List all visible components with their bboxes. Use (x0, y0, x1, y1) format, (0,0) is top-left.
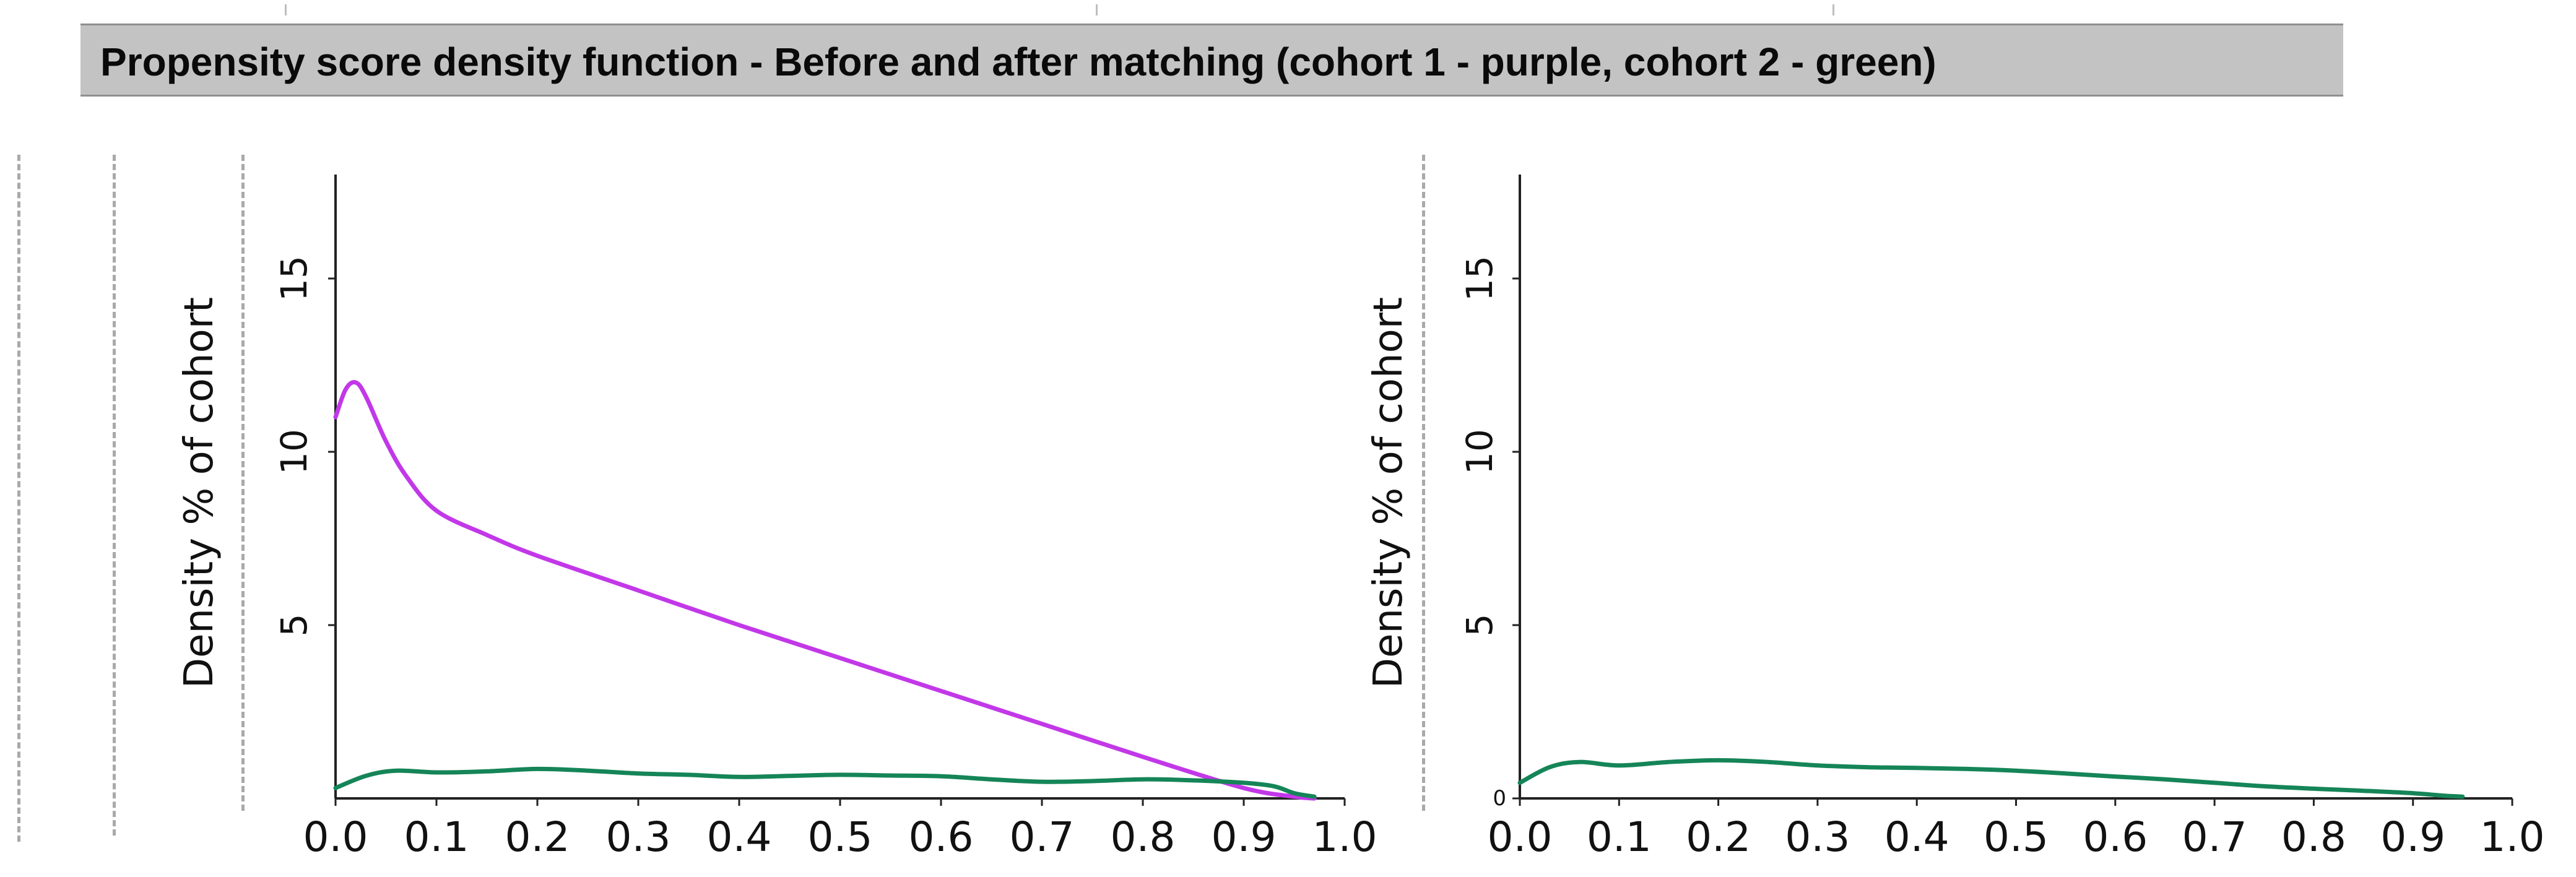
x-tick-label: 0.2 (1686, 813, 1751, 861)
series-line-cohort2 (1517, 758, 2465, 799)
x-tick-label: 0.9 (2380, 813, 2445, 861)
x-tick-label: 0.6 (909, 813, 974, 861)
x-tick-label: 0.0 (1488, 813, 1553, 861)
title-banner: Propensity score density function - Befo… (80, 4, 2343, 97)
column-divider (241, 155, 245, 811)
column-divider (1422, 155, 1425, 811)
series-line-cohort1 (333, 380, 1317, 801)
x-tick-label: 0.1 (1587, 813, 1652, 861)
x-tick-label: 0.4 (1884, 813, 1949, 861)
x-tick-label: 0.2 (505, 813, 570, 861)
series-line-cohort2 (333, 766, 1317, 799)
banner-tick (285, 4, 287, 15)
banner-tick (1832, 4, 1834, 15)
banner-tick (1096, 4, 1098, 15)
y-tick-label: 0 (1493, 786, 1506, 811)
y-tick-label: 10 (1459, 429, 1501, 475)
y-tick-label: 15 (1459, 256, 1501, 301)
y-tick-label: 15 (273, 256, 315, 301)
column-divider (17, 155, 20, 842)
x-tick-label: 1.0 (2480, 813, 2545, 861)
y-tick-label: 5 (1459, 614, 1501, 637)
page-title: Propensity score density function - Befo… (100, 40, 1936, 84)
y-tick-label: 5 (273, 614, 315, 637)
x-tick-label: 0.7 (2182, 813, 2247, 861)
x-tick-label: 0.4 (707, 813, 772, 861)
x-tick-label: 0.3 (1785, 813, 1850, 861)
x-tick-label: 0.5 (1984, 813, 2049, 861)
x-tick-label: 0.8 (2281, 813, 2346, 861)
x-tick-label: 0.1 (404, 813, 469, 861)
x-tick-label: 0.3 (606, 813, 671, 861)
x-tick-label: 0.0 (303, 813, 368, 861)
column-divider (113, 155, 116, 836)
x-tick-label: 0.5 (808, 813, 873, 861)
x-tick-label: 0.8 (1111, 813, 1176, 861)
y-axis-label: Density % of cohort (1366, 297, 1412, 688)
x-tick-label: 0.7 (1010, 813, 1075, 861)
x-tick-label: 0.9 (1212, 813, 1277, 861)
y-axis-label: Density % of cohort (176, 297, 222, 688)
x-tick-label: 1.0 (1312, 813, 1377, 861)
y-tick-label: 10 (273, 429, 315, 475)
x-tick-label: 0.6 (2083, 813, 2148, 861)
